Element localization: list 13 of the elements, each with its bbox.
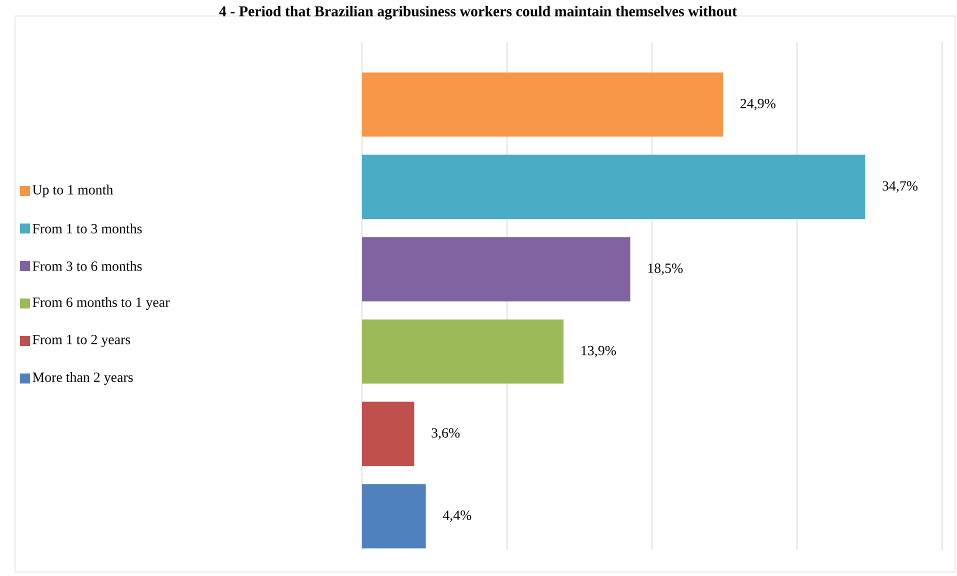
- data-label: 34,7%: [882, 181, 918, 193]
- legend-label: From 1 to 3 months: [32, 224, 142, 234]
- legend-label: Up to 1 month: [32, 184, 114, 198]
- legend-label: From 1 to 2 years: [32, 334, 130, 348]
- legend-label: From 3 to 6 months: [32, 261, 142, 271]
- data-label: 13,9%: [582, 346, 616, 358]
- data-label: 24,9%: [740, 98, 776, 110]
- legend-label: More than 2 years: [32, 372, 133, 385]
- data-label: 3,6%: [432, 428, 460, 440]
- chart-title: 4 - Period that Brazilian agribusiness workers could maintain themselves without: [219, 6, 737, 20]
- data-label: 4,4%: [442, 510, 472, 522]
- data-label: 18,5%: [648, 264, 683, 275]
- legend-label: From 6 months to 1 year: [32, 297, 170, 310]
